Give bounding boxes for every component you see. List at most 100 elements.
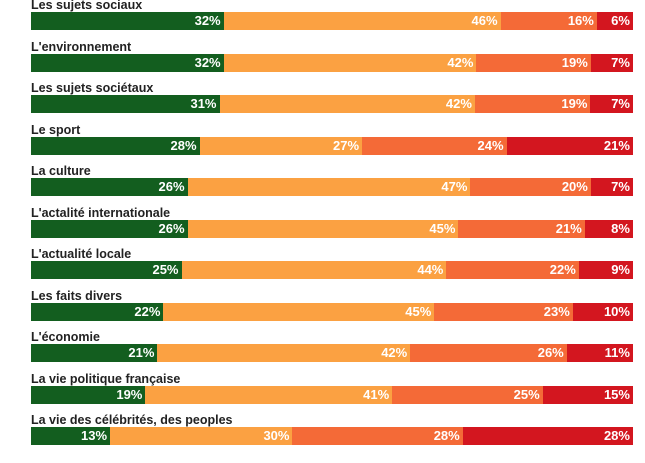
stacked-bar: 25% 44% 22% 9% bbox=[31, 261, 633, 279]
data-label: 10% bbox=[603, 303, 630, 319]
bar-segment-very-important: 32% bbox=[31, 53, 224, 72]
bar-row: La vie politique française 19% 41% 25% 15% bbox=[0, 372, 645, 414]
bar-segment-not-important: 8% bbox=[584, 219, 633, 238]
bar-segment-important: 42% bbox=[223, 53, 477, 72]
data-label: 32% bbox=[194, 13, 221, 28]
bar-segment-not-very-important: 22% bbox=[446, 261, 579, 279]
data-label: 26% bbox=[537, 345, 564, 360]
data-label: 11% bbox=[604, 345, 630, 360]
stacked-bar: 26% 45% 21% 8% bbox=[31, 219, 633, 238]
bar-segment-very-important: 19% bbox=[31, 385, 146, 404]
data-label: 16% bbox=[567, 13, 594, 28]
bar-segment-not-important: 28% bbox=[462, 427, 633, 445]
bar-segment-not-very-important: 19% bbox=[476, 53, 591, 72]
data-label: 25% bbox=[152, 262, 179, 277]
bar-row: La culture 26% 47% 20% 7% bbox=[0, 164, 645, 206]
bar-segment-not-important: 15% bbox=[542, 385, 633, 404]
bar-segment-not-very-important: 20% bbox=[470, 178, 591, 196]
bar-segment-important: 41% bbox=[145, 385, 393, 404]
bar-segment-important: 27% bbox=[199, 136, 363, 155]
category-label: La culture bbox=[31, 164, 91, 178]
bar-row: Le sport 28% 27% 24% 21% bbox=[0, 123, 645, 165]
bar-segment-very-important: 21% bbox=[31, 344, 158, 362]
data-label: 19% bbox=[561, 96, 588, 111]
bar-segment-not-very-important: 28% bbox=[292, 427, 463, 445]
bar-segment-very-important: 26% bbox=[31, 219, 188, 238]
bar-segment-very-important: 32% bbox=[31, 12, 224, 30]
data-label: 32% bbox=[194, 54, 221, 70]
data-label: 21% bbox=[555, 220, 582, 236]
bar-segment-important: 45% bbox=[187, 219, 459, 238]
data-label: 46% bbox=[471, 13, 498, 28]
data-label: 7% bbox=[611, 96, 630, 111]
category-label: Les sujets sociétaux bbox=[31, 81, 154, 95]
category-label: Les sujets sociaux bbox=[31, 0, 143, 12]
data-label: 44% bbox=[417, 262, 444, 277]
data-label: 25% bbox=[513, 386, 540, 402]
data-label: 26% bbox=[158, 220, 185, 236]
bar-segment-not-very-important: 21% bbox=[458, 219, 585, 238]
bar-segment-not-very-important: 24% bbox=[362, 136, 507, 155]
bar-segment-not-important: 10% bbox=[572, 302, 633, 321]
bar-segment-not-important: 7% bbox=[590, 95, 633, 113]
data-label: 45% bbox=[405, 303, 432, 319]
bar-row: L'environnement 32% 42% 19% 7% bbox=[0, 40, 645, 82]
data-label: 23% bbox=[543, 303, 570, 319]
data-label: 21% bbox=[128, 345, 155, 360]
bar-row: L'économie 21% 42% 26% 11% bbox=[0, 330, 645, 372]
bar-segment-not-important: 7% bbox=[590, 178, 633, 196]
data-label: 20% bbox=[561, 179, 588, 194]
bar-segment-not-very-important: 26% bbox=[410, 344, 567, 362]
data-label: 30% bbox=[263, 428, 290, 443]
bar-segment-very-important: 13% bbox=[31, 427, 111, 445]
bar-segment-important: 30% bbox=[110, 427, 293, 445]
data-label: 21% bbox=[603, 137, 630, 153]
bar-segment-very-important: 28% bbox=[31, 136, 200, 155]
data-label: 28% bbox=[170, 137, 197, 153]
category-label: Les faits divers bbox=[31, 288, 123, 303]
bar-row: Les sujets sociétaux 31% 42% 19% 7% bbox=[0, 81, 645, 123]
bar-segment-important: 42% bbox=[219, 95, 475, 113]
data-label: 31% bbox=[190, 96, 217, 111]
bar-segment-very-important: 31% bbox=[31, 95, 220, 113]
bar-segment-important: 42% bbox=[157, 344, 411, 362]
data-label: 28% bbox=[603, 428, 630, 443]
data-label: 26% bbox=[158, 179, 185, 194]
category-label: La vie des célébrités, des peoples bbox=[31, 413, 233, 427]
stacked-bar: 19% 41% 25% 15% bbox=[31, 385, 633, 404]
bar-segment-important: 46% bbox=[223, 12, 501, 30]
stacked-bar: 13% 30% 28% 28% bbox=[31, 427, 633, 445]
data-label: 22% bbox=[549, 262, 576, 277]
data-label: 6% bbox=[611, 13, 630, 28]
bar-segment-not-important: 21% bbox=[506, 136, 633, 155]
bar-segment-very-important: 22% bbox=[31, 302, 164, 321]
data-label: 42% bbox=[445, 96, 472, 111]
bar-segment-important: 44% bbox=[181, 261, 447, 279]
bar-segment-very-important: 26% bbox=[31, 178, 188, 196]
bar-segment-not-important: 11% bbox=[566, 344, 633, 362]
bar-segment-not-very-important: 23% bbox=[434, 302, 573, 321]
bar-row: La vie des célébrités, des peoples 13% 30%… bbox=[0, 413, 645, 455]
bar-segment-not-important: 7% bbox=[590, 53, 633, 72]
bar-segment-not-important: 9% bbox=[578, 261, 633, 279]
bar-segment-not-important: 6% bbox=[596, 12, 633, 30]
bar-segment-not-very-important: 16% bbox=[500, 12, 597, 30]
data-label: 45% bbox=[429, 220, 456, 236]
category-label: La vie politique française bbox=[31, 371, 181, 386]
data-label: 13% bbox=[81, 428, 108, 443]
data-label: 8% bbox=[611, 220, 630, 236]
category-label: L'actalité internationale bbox=[31, 205, 171, 220]
data-label: 42% bbox=[447, 54, 474, 70]
data-label: 7% bbox=[611, 54, 630, 70]
bar-segment-not-very-important: 19% bbox=[474, 95, 591, 113]
stacked-bar: 26% 47% 20% 7% bbox=[31, 178, 633, 196]
data-label: 47% bbox=[441, 179, 468, 194]
category-label: Le sport bbox=[31, 122, 81, 137]
category-label: L'environnement bbox=[31, 39, 132, 54]
data-label: 22% bbox=[134, 303, 161, 319]
stacked-bar: 32% 46% 16% 6% bbox=[31, 12, 633, 30]
data-label: 9% bbox=[611, 262, 630, 277]
bar-row: L'actualité locale 25% 44% 22% 9% bbox=[0, 247, 645, 289]
bar-segment-very-important: 25% bbox=[31, 261, 182, 279]
stacked-bar: 28% 27% 24% 21% bbox=[31, 136, 633, 155]
